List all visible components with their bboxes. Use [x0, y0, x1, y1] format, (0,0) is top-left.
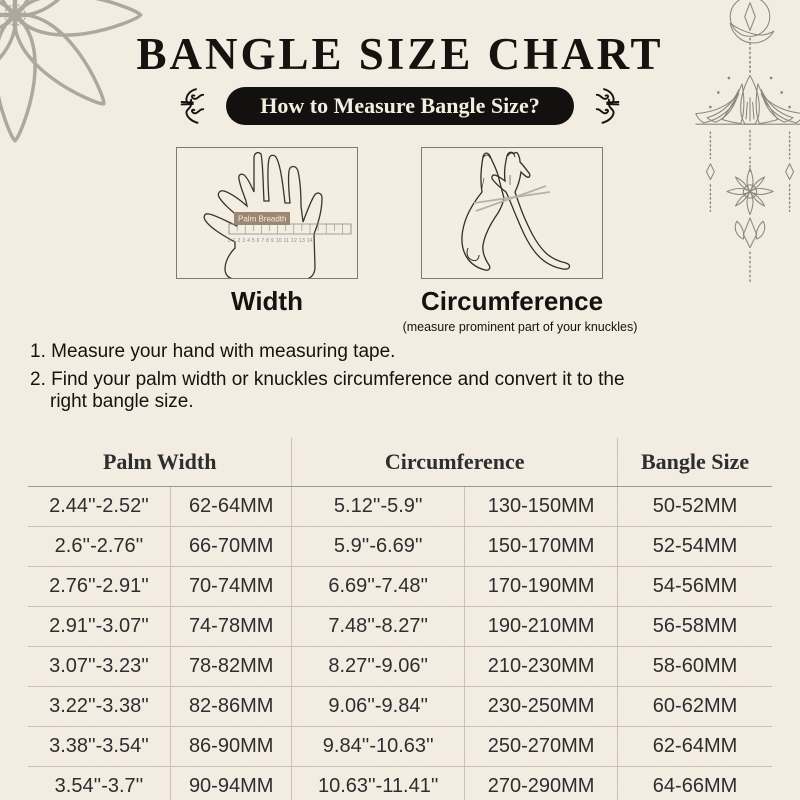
svg-text:Palm Breadth: Palm Breadth: [238, 215, 286, 224]
svg-text:0 1 2 3 4 5 6 7 8 9 10 11 12 1: 0 1 2 3 4 5 6 7 8 9 10 11 12 13 14: [228, 238, 313, 244]
